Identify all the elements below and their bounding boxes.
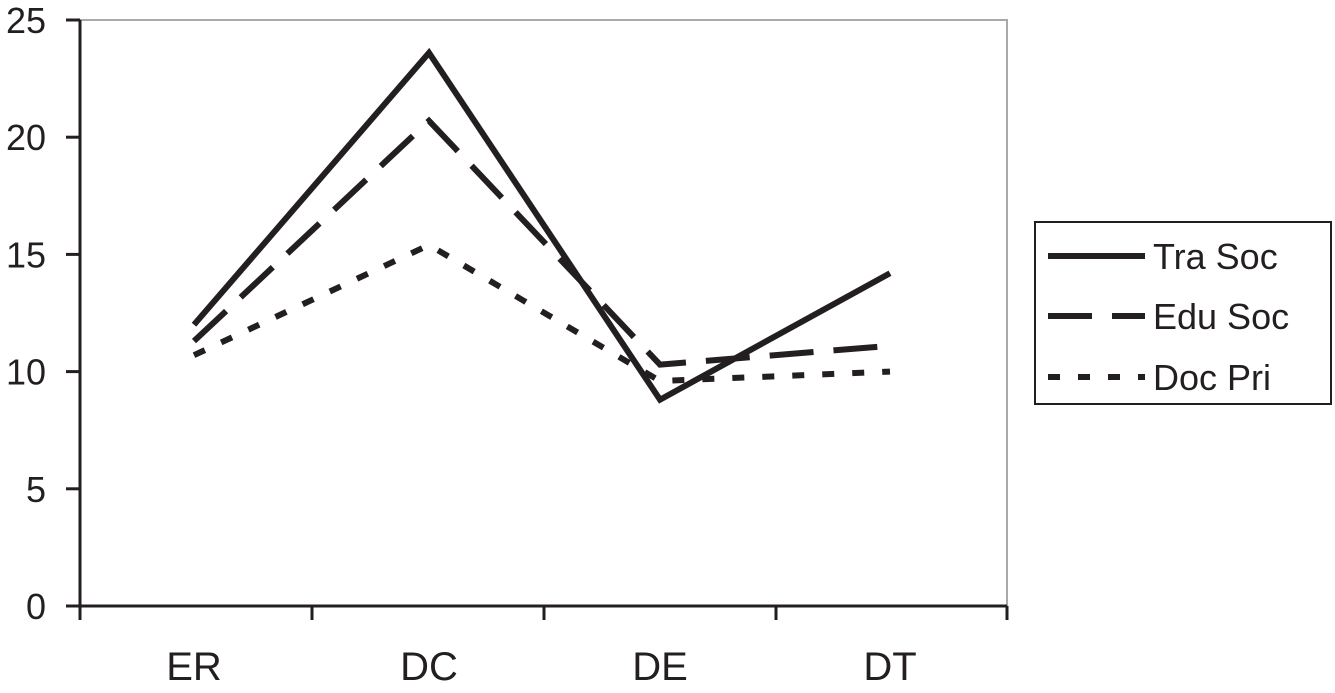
y-axis-ticks: 0 5 10 15 20 25 xyxy=(6,0,80,627)
legend-label: Tra Soc xyxy=(1153,236,1278,277)
legend-label: Doc Pri xyxy=(1153,357,1271,398)
y-tick-label: 10 xyxy=(6,352,46,393)
legend-label: Edu Soc xyxy=(1153,296,1289,337)
series-line-edu-soc xyxy=(191,116,891,368)
legend: Tra Soc Edu Soc Doc Pri xyxy=(1034,221,1332,405)
y-tick-label: 20 xyxy=(6,117,46,158)
y-tick-label: 0 xyxy=(26,586,46,627)
series-line-tra-soc xyxy=(191,47,892,404)
series-lines xyxy=(191,47,892,404)
x-category-label: DC xyxy=(400,645,458,689)
series-line-doc-pri xyxy=(192,241,891,385)
x-category-label: DE xyxy=(632,645,688,689)
y-tick-label: 15 xyxy=(6,234,46,275)
x-category-label: ER xyxy=(166,645,222,689)
x-axis-ticks: ER DC DE DT xyxy=(78,606,1009,689)
y-tick-label: 5 xyxy=(26,469,46,510)
x-category-label: DT xyxy=(863,645,916,689)
y-tick-label: 25 xyxy=(6,0,46,41)
